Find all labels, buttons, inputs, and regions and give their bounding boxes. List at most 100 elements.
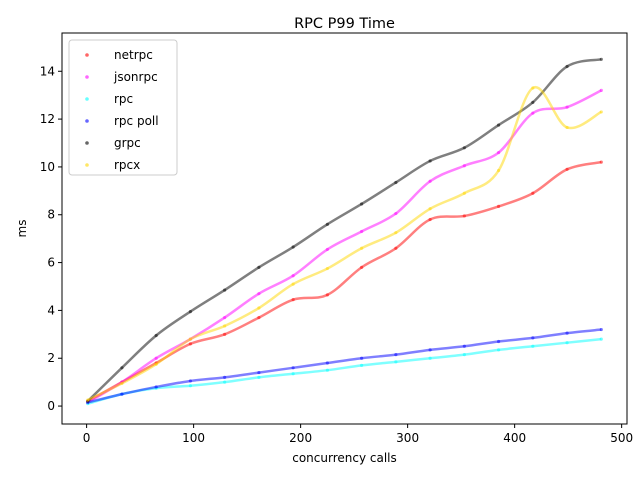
- data-point-rpcx: [291, 282, 295, 286]
- data-point-rpc-poll: [565, 331, 569, 335]
- data-point-netrpc: [188, 342, 193, 346]
- legend-marker: [85, 75, 89, 79]
- y-tick-label: 0: [47, 399, 55, 413]
- data-point-jsonrpc: [531, 111, 535, 115]
- data-point-netrpc: [599, 160, 603, 164]
- data-point-jsonrpc: [462, 164, 466, 168]
- data-point-rpcx: [223, 324, 227, 328]
- data-point-grpc: [188, 310, 193, 314]
- data-point-grpc: [531, 100, 535, 104]
- data-point-rpc: [257, 375, 261, 379]
- data-point-rpc-poll: [496, 339, 501, 344]
- data-point-rpc: [565, 341, 569, 345]
- y-tick-label: 12: [40, 112, 55, 126]
- data-point-grpc: [428, 159, 432, 163]
- x-tick-label: 400: [503, 431, 526, 445]
- data-point-netrpc: [496, 204, 501, 208]
- legend-label: rpc: [114, 92, 133, 106]
- series-line-rpcx: [87, 86, 602, 402]
- plot-frame: [61, 32, 628, 425]
- data-point-rpcx: [86, 398, 90, 402]
- legend-marker: [85, 53, 89, 57]
- data-point-rpcx: [565, 125, 569, 130]
- y-axis-label: ms: [15, 220, 29, 238]
- series-line-grpc: [86, 58, 602, 403]
- x-tick-label: 0: [83, 431, 91, 445]
- data-point-rpc-poll: [154, 385, 158, 389]
- data-point-jsonrpc: [325, 247, 329, 252]
- y-tick-label: 4: [47, 303, 55, 317]
- data-point-rpc-poll: [462, 344, 466, 348]
- legend-marker: [85, 141, 89, 145]
- legend-marker: [85, 97, 89, 101]
- data-point-netrpc: [428, 217, 432, 222]
- y-tick-label: 10: [40, 160, 55, 174]
- data-point-rpc-poll: [599, 327, 603, 332]
- data-point-rpcx: [360, 246, 364, 250]
- data-point-rpc: [394, 360, 398, 364]
- legend-item-netrpc: netrpc: [85, 48, 153, 62]
- data-point-grpc: [394, 180, 398, 185]
- legend-label: grpc: [114, 136, 141, 150]
- data-point-grpc: [496, 123, 501, 127]
- data-point-netrpc: [291, 298, 295, 302]
- data-point-rpc: [223, 380, 227, 384]
- data-point-rpcx: [462, 191, 466, 195]
- data-point-jsonrpc: [394, 211, 398, 216]
- data-point-rpc: [531, 344, 535, 348]
- legend-item-rpcx: rpcx: [85, 158, 140, 172]
- data-point-jsonrpc: [565, 105, 569, 109]
- series-line-jsonrpc: [87, 89, 602, 404]
- x-tick-label: 500: [610, 431, 633, 445]
- legend: netrpc jsonrpc rpc rpc poll grpc rpcx: [68, 39, 178, 176]
- data-point-rpcx: [531, 86, 535, 90]
- data-point-rpc-poll: [360, 356, 364, 360]
- data-point-netrpc: [531, 191, 535, 195]
- data-point-rpc: [599, 337, 603, 341]
- data-point-grpc: [120, 366, 124, 370]
- series-rpcx: [86, 86, 603, 402]
- data-point-rpc: [291, 372, 295, 376]
- data-point-netrpc: [360, 265, 364, 269]
- legend-box: [68, 39, 178, 176]
- y-tick-label: 2: [47, 351, 55, 365]
- y-tick-label: 8: [47, 208, 55, 222]
- data-point-jsonrpc: [291, 274, 295, 278]
- y-tick-label: 14: [40, 64, 55, 78]
- data-point-grpc: [291, 245, 295, 249]
- data-point-jsonrpc: [257, 292, 261, 296]
- data-point-grpc: [325, 222, 329, 226]
- data-point-grpc: [223, 288, 227, 292]
- data-point-netrpc: [394, 246, 398, 250]
- legend-item-grpc: grpc: [85, 136, 141, 150]
- data-point-netrpc: [325, 293, 329, 297]
- data-point-rpc-poll: [291, 366, 295, 370]
- legend-items: netrpc jsonrpc rpc rpc poll grpc rpcx: [85, 48, 159, 172]
- data-point-rpc: [462, 353, 466, 357]
- data-point-rpc-poll: [188, 379, 193, 383]
- x-tick-label: 300: [396, 431, 419, 445]
- x-axis-label: concurrency calls: [292, 451, 397, 465]
- data-point-grpc: [257, 265, 261, 269]
- legend-item-rpc: rpc: [85, 92, 133, 106]
- data-point-rpc: [496, 348, 501, 352]
- data-point-grpc: [154, 333, 158, 338]
- legend-label: jsonrpc: [113, 70, 158, 84]
- data-point-rpcx: [325, 266, 329, 271]
- data-point-rpc-poll: [428, 348, 432, 352]
- data-point-rpcx: [496, 168, 501, 173]
- data-point-rpcx: [120, 381, 124, 385]
- legend-marker: [85, 163, 89, 167]
- data-point-rpc: [188, 384, 193, 388]
- data-point-grpc: [360, 202, 364, 206]
- series-layer: [86, 57, 603, 406]
- data-point-netrpc: [257, 315, 261, 320]
- data-point-grpc: [599, 57, 603, 61]
- data-point-rpc-poll: [257, 370, 261, 375]
- data-point-rpc-poll: [325, 361, 329, 365]
- legend-item-jsonrpc: jsonrpc: [85, 70, 158, 84]
- series-line-rpc-poll: [87, 328, 602, 404]
- data-point-rpcx: [428, 207, 432, 211]
- chart-title: RPC P99 Time: [294, 16, 395, 32]
